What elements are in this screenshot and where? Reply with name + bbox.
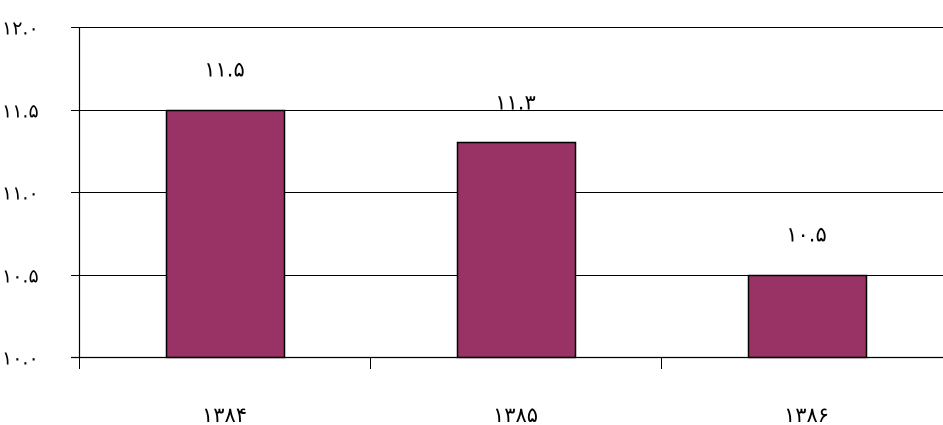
y-tick-label: ۱۲.۰ xyxy=(2,18,39,40)
bar-2 xyxy=(456,141,577,359)
x-category-label: ۱۳۸۵ xyxy=(493,403,538,425)
labels: ۱۰.۰ ۱۰.۵ ۱۱.۰ ۱۱.۵ ۱۲.۰ ۱۱.۵ ۱۳۸۴ ۱۱.۳ ۱۳۸۵ ۱۰.۵… xyxy=(2,18,829,425)
data-label: ۱۱.۵ xyxy=(204,58,245,82)
bar-3 xyxy=(747,274,868,359)
axes xyxy=(71,27,943,369)
data-label: ۱۰.۵ xyxy=(786,223,827,247)
x-category-label: ۱۳۸۴ xyxy=(202,403,247,425)
y-tick-label: ۱۰.۵ xyxy=(2,266,39,288)
bar-1 xyxy=(165,109,286,359)
x-category-label: ۱۳۸۶ xyxy=(784,403,829,425)
y-tick-label: ۱۱.۵ xyxy=(2,101,39,123)
y-tick-label: ۱۱.۰ xyxy=(2,183,39,205)
data-label: ۱۱.۳ xyxy=(495,91,536,115)
y-tick-label: ۱۰.۰ xyxy=(2,348,39,370)
bars xyxy=(165,109,868,359)
